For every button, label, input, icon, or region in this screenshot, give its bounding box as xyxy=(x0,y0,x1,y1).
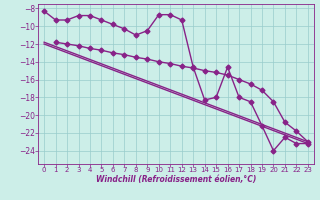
X-axis label: Windchill (Refroidissement éolien,°C): Windchill (Refroidissement éolien,°C) xyxy=(96,175,256,184)
